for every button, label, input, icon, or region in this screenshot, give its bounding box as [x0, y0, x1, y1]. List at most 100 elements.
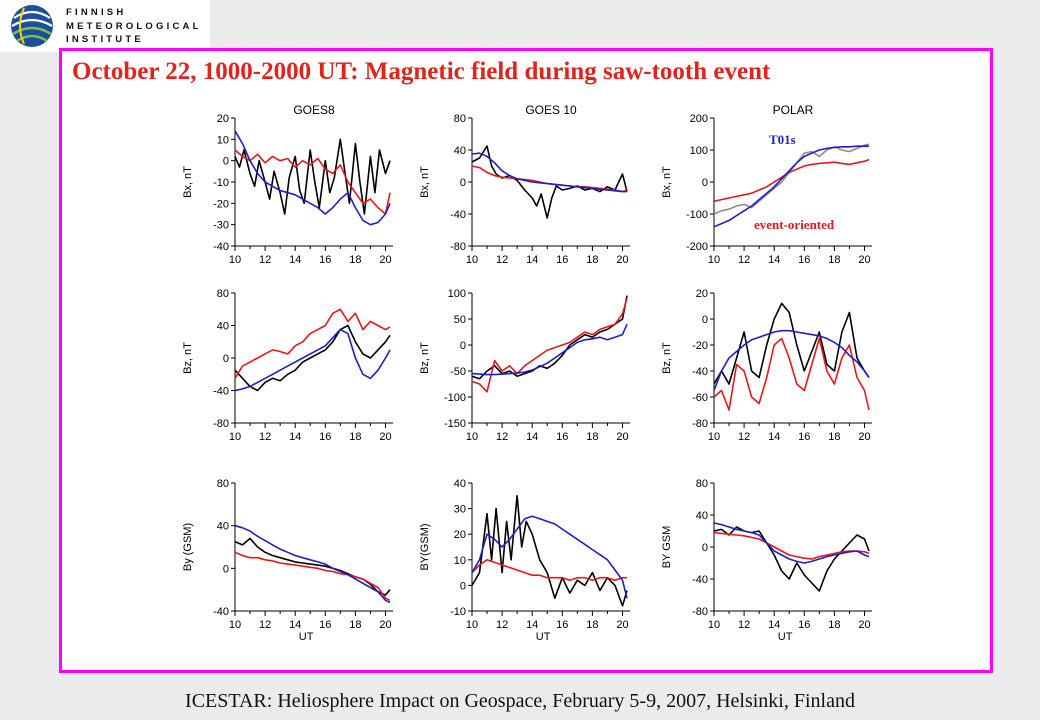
x-tick-label: 10 — [229, 431, 241, 443]
y-tick-label: -10 — [450, 606, 466, 618]
y-tick-label: -40 — [692, 574, 708, 586]
y-tick-label: -40 — [692, 366, 708, 378]
x-tick-label: 18 — [828, 431, 840, 443]
x-axis-label: UT — [536, 631, 551, 643]
fmi-globe-icon — [11, 5, 53, 47]
y-tick-label: -80 — [692, 418, 708, 430]
x-tick-label: 18 — [349, 619, 361, 631]
y-tick-label: 20 — [696, 288, 708, 300]
y-tick-label: 30 — [454, 504, 466, 516]
y-axis-label: Bz, nT — [661, 342, 673, 374]
x-tick-label: 10 — [229, 254, 241, 266]
x-tick-label: 10 — [708, 431, 720, 443]
y-tick-label: 80 — [217, 288, 229, 300]
x-tick-label: 20 — [858, 619, 870, 631]
x-tick-label: 12 — [496, 619, 508, 631]
series-line-t01s — [471, 323, 628, 376]
x-tick-label: 12 — [738, 254, 750, 266]
y-tick-label: 0 — [460, 340, 466, 352]
y-tick-label: -100 — [686, 209, 708, 221]
panel-title: GOES 10 — [525, 103, 577, 117]
series-line-t01s — [234, 524, 391, 604]
y-tick-label: 0 — [223, 353, 229, 365]
y-tick-label: 80 — [696, 478, 708, 490]
slide-title: October 22, 1000-2000 UT: Magnetic field… — [72, 58, 771, 85]
x-tick-label: 12 — [738, 431, 750, 443]
series-line-polar_model — [713, 143, 870, 215]
y-axis-label: Bz, nT — [182, 342, 194, 374]
series-line-event_oriented — [234, 551, 391, 602]
y-tick-label: -80 — [450, 241, 466, 253]
y-tick-label: -40 — [213, 241, 229, 253]
x-tick-label: 14 — [768, 254, 780, 266]
x-tick-label: 16 — [319, 619, 331, 631]
x-tick-label: 20 — [379, 431, 391, 443]
x-tick-label: 20 — [858, 431, 870, 443]
panel-goes10-bz: -150 -100 -50 0 50 100 10 12 14 16 18 20 Bz, nT — [419, 288, 630, 443]
x-tick-label: 10 — [708, 619, 720, 631]
x-tick-label: 16 — [798, 254, 810, 266]
panel-goes10-bx: -80 -40 0 40 80 10 12 14 16 18 20 Bx, nT GOES 10 — [419, 103, 630, 266]
series-line-event_oriented — [234, 149, 391, 215]
x-tick-label: 14 — [289, 254, 301, 266]
y-tick-label: 200 — [690, 113, 708, 125]
x-tick-label: 18 — [349, 254, 361, 266]
y-tick-label: 10 — [454, 555, 466, 567]
panel-title: POLAR — [773, 103, 814, 117]
x-tick-label: 18 — [586, 431, 598, 443]
y-tick-label: 10 — [217, 134, 229, 146]
series-line-event_oriented — [471, 165, 628, 193]
panel-goes8-bx: -40 -30 -20 -10 0 10 20 10 12 14 16 18 20 Bx, nT GOES8 — [182, 103, 393, 266]
y-tick-label: 40 — [454, 145, 466, 157]
x-tick-label: 10 — [466, 254, 478, 266]
y-axis-label: Bx, nT — [182, 166, 194, 198]
series-line-observed — [234, 138, 391, 215]
x-tick-label: 20 — [616, 254, 628, 266]
y-axis-label: By (GSM) — [182, 523, 194, 571]
y-tick-label: 80 — [217, 478, 229, 490]
series-line-observed — [471, 145, 628, 219]
x-tick-label: 12 — [259, 254, 271, 266]
y-tick-label: -200 — [686, 241, 708, 253]
logo-line-1: FINNISH — [66, 7, 127, 18]
x-tick-label: 20 — [858, 254, 870, 266]
y-tick-label: 20 — [217, 113, 229, 125]
y-tick-label: 0 — [223, 563, 229, 575]
x-tick-label: 16 — [319, 254, 331, 266]
fmi-logo: FINNISH METEOROLOGICAL INSTITUTE — [0, 0, 210, 52]
x-tick-label: 18 — [828, 619, 840, 631]
legend-event-oriented: event-oriented — [754, 217, 835, 232]
x-tick-label: 10 — [466, 431, 478, 443]
slide-frame — [59, 48, 993, 673]
series-line-event_oriented — [471, 558, 627, 582]
series-line-t01s — [713, 145, 869, 228]
y-axis-label: Bz, nT — [419, 342, 431, 374]
y-tick-label: 0 — [702, 542, 708, 554]
y-tick-label: -40 — [213, 386, 229, 398]
x-tick-label: 18 — [349, 431, 361, 443]
series-line-observed — [471, 494, 628, 607]
y-tick-label: 0 — [702, 177, 708, 189]
x-tick-label: 12 — [496, 254, 508, 266]
x-tick-label: 14 — [289, 619, 301, 631]
series-line-observed — [713, 302, 870, 385]
y-tick-label: 0 — [223, 156, 229, 168]
x-tick-label: 16 — [556, 254, 568, 266]
series-line-observed — [713, 526, 870, 592]
x-tick-label: 12 — [259, 619, 271, 631]
x-tick-label: 10 — [466, 619, 478, 631]
y-tick-label: 0 — [460, 177, 466, 189]
series-line-observed — [471, 295, 628, 380]
y-tick-label: -50 — [450, 366, 466, 378]
x-tick-label: 12 — [738, 619, 750, 631]
logo-line-2: METEOROLOGICAL — [66, 20, 202, 32]
x-axis-label: UT — [299, 631, 314, 643]
y-tick-label: -80 — [213, 418, 229, 430]
series-line-observed — [234, 537, 391, 596]
logo-line-3: INSTITUTE — [66, 34, 144, 45]
x-tick-label: 10 — [229, 619, 241, 631]
panel-polar-bx: -200 -100 0 100 200 10 12 14 16 18 20 Bx, nT POLAR T0… — [661, 103, 872, 266]
panel-goes8-by: -40 0 40 80 10 12 14 16 18 20 By (GSM) UT — [182, 478, 393, 643]
series-line-event_oriented — [713, 158, 870, 202]
